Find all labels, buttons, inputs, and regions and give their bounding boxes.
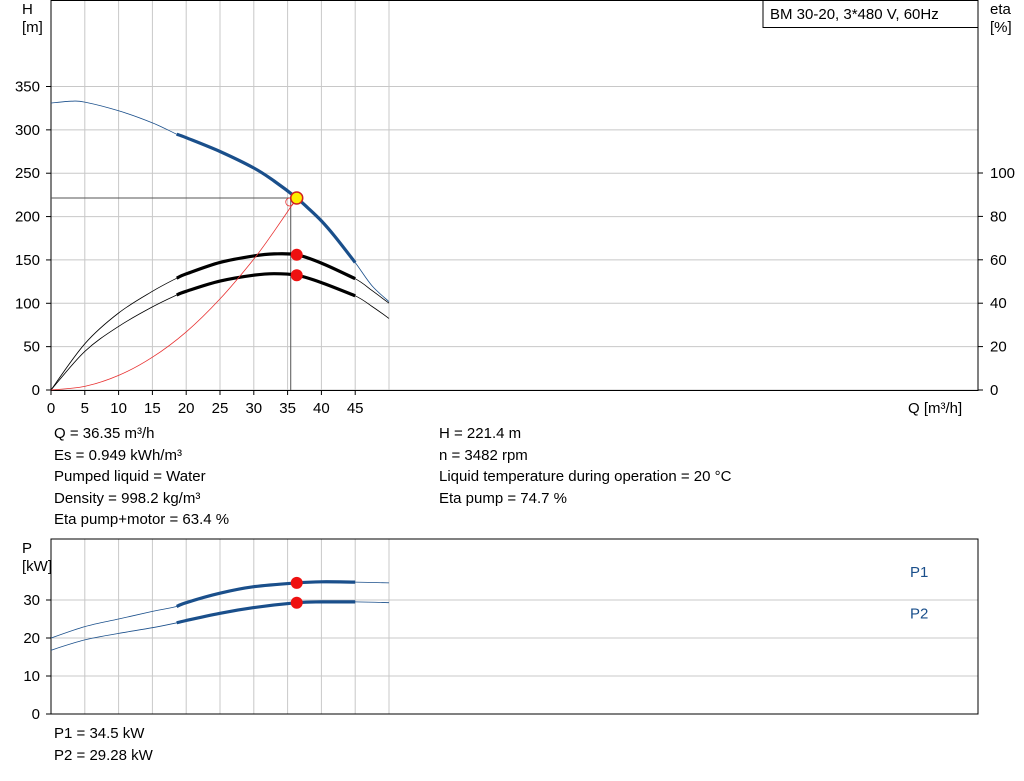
readout-liquid: Pumped liquid = Water bbox=[54, 468, 206, 485]
legend-box-text: BM 30-20, 3*480 V, 60Hz bbox=[770, 6, 939, 23]
series-label-p1: P1 bbox=[910, 564, 928, 581]
readout-eta-pump-motor: Eta pump+motor = 63.4 % bbox=[54, 511, 230, 528]
y2-tick-label: 80 bbox=[990, 208, 1007, 225]
y2-tick-label: 100 bbox=[990, 165, 1015, 182]
readouts-left: Q = 36.35 m³/h Es = 0.949 kWh/m³ Pumped … bbox=[54, 423, 229, 531]
duty-point-p1 bbox=[290, 576, 303, 589]
readout-head: H = 221.4 m bbox=[439, 425, 522, 442]
duty-point-eta-pump bbox=[290, 248, 303, 261]
top-chart-ticks: 0 5 10 15 20 25 30 35 40 45 0 50 100 150 200 250 300 350 0… bbox=[15, 79, 1015, 418]
bottom-chart-curves: P1 P2 bbox=[50, 564, 928, 651]
x-tick-label: 20 bbox=[178, 400, 195, 417]
y-axis-label-head: H [m] bbox=[22, 1, 43, 36]
bottom-chart-ticks: 0 10 20 30 bbox=[23, 592, 51, 723]
y2-tick-label: 20 bbox=[990, 339, 1007, 356]
y-tick-label: 10 bbox=[23, 668, 40, 685]
x-tick-label: 15 bbox=[144, 400, 161, 417]
x-tick-label: 45 bbox=[347, 400, 364, 417]
readout-p1: P1 = 34.5 kW bbox=[54, 725, 145, 742]
readouts-right: H = 221.4 m n = 3482 rpm Liquid temperat… bbox=[439, 423, 731, 509]
x-tick-label: 40 bbox=[313, 400, 330, 417]
y-tick-label: 200 bbox=[15, 209, 40, 226]
y-tick-label: 0 bbox=[32, 706, 40, 723]
y-tick-label: 350 bbox=[15, 79, 40, 96]
x-tick-label: 30 bbox=[245, 400, 262, 417]
y-tick-label: 0 bbox=[32, 382, 40, 399]
y2-tick-label: 0 bbox=[990, 382, 998, 399]
y2-tick-label: 40 bbox=[990, 295, 1007, 312]
y-tick-label: 50 bbox=[23, 339, 40, 356]
bottom-chart-grid bbox=[50, 539, 978, 715]
y-axis-label-power: P [kW] bbox=[22, 540, 52, 575]
head-curve-bold bbox=[176, 132, 357, 264]
readouts-bottom: P1 = 34.5 kW P2 = 29.28 kW bbox=[54, 723, 153, 766]
x-tick-label: 0 bbox=[47, 400, 55, 417]
x-tick-label: 25 bbox=[212, 400, 229, 417]
y-tick-label: 30 bbox=[23, 592, 40, 609]
readout-es: Es = 0.949 kWh/m³ bbox=[54, 446, 182, 464]
y-axis-label-eta: eta [%] bbox=[990, 1, 1012, 36]
y2-tick-label: 60 bbox=[990, 252, 1007, 269]
power-curve-p1-bold bbox=[176, 580, 356, 608]
duty-point-p2 bbox=[290, 596, 303, 609]
y-tick-label: 250 bbox=[15, 165, 40, 182]
readout-density: Density = 998.2 kg/m³ bbox=[54, 489, 201, 507]
legend-box: BM 30-20, 3*480 V, 60Hz bbox=[762, 0, 979, 28]
x-axis-label: Q [m³/h] bbox=[908, 400, 962, 417]
x-tick-label: 5 bbox=[81, 400, 89, 417]
top-chart-frame bbox=[50, 0, 979, 391]
duty-point-head bbox=[289, 191, 304, 205]
y-tick-label: 300 bbox=[15, 122, 40, 139]
bottom-chart-frame bbox=[50, 538, 979, 715]
y-tick-label: 100 bbox=[15, 295, 40, 312]
x-tick-label: 35 bbox=[279, 400, 296, 417]
x-tick-label: 10 bbox=[110, 400, 127, 417]
readout-flow: Q = 36.35 m³/h bbox=[54, 425, 155, 442]
eta-total-curve-bold bbox=[176, 272, 356, 298]
eta-pump-curve-bold bbox=[176, 252, 356, 281]
y-tick-label: 150 bbox=[15, 252, 40, 269]
readout-p2: P2 = 29.28 kW bbox=[54, 746, 153, 764]
top-chart-curves bbox=[50, 100, 390, 391]
readout-eta-pump: Eta pump = 74.7 % bbox=[439, 489, 567, 507]
series-label-p2: P2 bbox=[910, 606, 928, 623]
power-curve-p2-bold bbox=[176, 600, 356, 625]
system-curve bbox=[50, 197, 298, 391]
top-chart-grid bbox=[50, 0, 978, 391]
y-tick-label: 20 bbox=[23, 630, 40, 647]
duty-point-eta-total bbox=[290, 269, 303, 282]
readout-speed: n = 3482 rpm bbox=[439, 446, 528, 464]
readout-temperature: Liquid temperature during operation = 20… bbox=[439, 468, 732, 485]
